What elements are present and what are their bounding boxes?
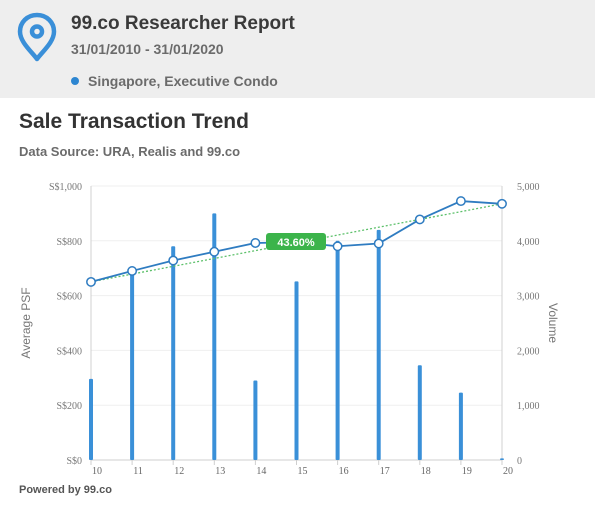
psf-point xyxy=(86,276,96,287)
y-left-tick-label: S$0 xyxy=(66,456,82,467)
report-title: 99.co Researcher Report xyxy=(71,13,295,34)
x-tick-label: 13 xyxy=(215,466,225,477)
report-header: 99.co Researcher Report 31/01/2010 - 31/… xyxy=(0,0,595,98)
x-tick-label: 17 xyxy=(380,466,390,477)
y-left-tick-label: S$600 xyxy=(56,292,82,303)
psf-point xyxy=(414,214,425,225)
volume-bar xyxy=(253,380,258,460)
volume-bar xyxy=(212,213,217,460)
volume-bar xyxy=(335,240,340,460)
psf-point xyxy=(250,238,261,248)
volume-bar xyxy=(294,281,299,460)
x-tick-label: 10 xyxy=(92,466,102,477)
psf-point xyxy=(332,241,343,252)
growth-badge xyxy=(266,233,326,250)
legend-label: Singapore, Executive Condo xyxy=(88,73,278,89)
chart-title: Sale Transaction Trend xyxy=(19,110,249,133)
y-right-tick-label: 5,000 xyxy=(517,182,540,193)
psf-point xyxy=(168,255,179,266)
x-tick-label: 11 xyxy=(133,466,143,477)
x-tick-label: 14 xyxy=(256,466,266,477)
chart-subtitle: Data Source: URA, Realis and 99.co xyxy=(19,144,241,159)
volume-bar xyxy=(171,246,176,460)
x-tick-label: 20 xyxy=(503,466,513,477)
volume-bar xyxy=(89,378,93,460)
volume-bar xyxy=(376,229,381,460)
x-tick-label: 19 xyxy=(462,466,472,477)
volume-bar xyxy=(417,365,422,460)
y-left-axis-title: Average PSF xyxy=(19,287,33,358)
x-tick-label: 15 xyxy=(298,466,308,477)
volume-bar xyxy=(458,392,463,460)
y-right-tick-label: 4,000 xyxy=(517,237,540,248)
volume-bar xyxy=(500,458,504,460)
y-right-tick-label: 0 xyxy=(517,456,522,467)
psf-point xyxy=(127,265,138,276)
volume-bar xyxy=(130,273,135,460)
y-right-tick-label: 1,000 xyxy=(517,401,540,412)
report-date-range: 31/01/2010 - 31/01/2020 xyxy=(71,41,224,57)
map-pin-icon xyxy=(17,12,57,62)
y-right-axis-title: Volume xyxy=(546,303,560,343)
y-left-tick-label: S$800 xyxy=(56,237,82,248)
growth-badge-label: 43.60% xyxy=(277,237,315,249)
series-legend: Singapore, Executive Condo xyxy=(71,73,278,89)
x-tick-label: 16 xyxy=(339,466,349,477)
legend-dot-icon xyxy=(71,77,79,85)
y-left-tick-label: S$200 xyxy=(56,401,82,412)
psf-point xyxy=(497,198,507,209)
y-right-tick-label: 3,000 xyxy=(517,292,540,303)
y-right-tick-label: 2,000 xyxy=(517,346,540,357)
y-left-tick-label: S$400 xyxy=(56,346,82,357)
powered-by-footer: Powered by 99.co xyxy=(19,484,112,496)
psf-point xyxy=(209,246,220,257)
x-tick-label: 12 xyxy=(174,466,184,477)
psf-point xyxy=(455,196,466,207)
x-tick-label: 18 xyxy=(421,466,431,477)
y-left-tick-label: S$1,000 xyxy=(49,182,82,193)
psf-point xyxy=(373,238,384,249)
